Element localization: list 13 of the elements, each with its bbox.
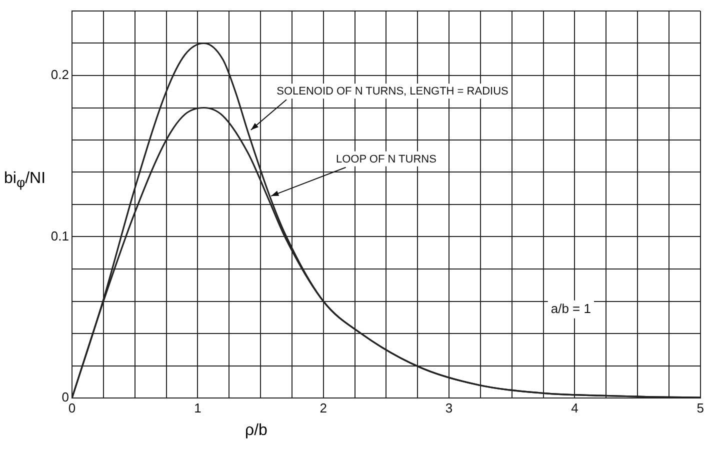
annotation: a/b = 1: [550, 300, 591, 316]
y-tick-label: 0.1: [50, 228, 69, 244]
x-tick-label: 4: [571, 400, 578, 416]
x-tick-label: 5: [696, 400, 704, 416]
y-axis-title: bi$_{φ}$/NI: [4, 170, 46, 190]
x-tick-label: 3: [445, 400, 453, 416]
x-axis-title: ρ/b: [245, 422, 268, 440]
y-tick-label: 0.2: [50, 67, 69, 82]
annotation: SOLENOID OF N TURNS, LENGTH = RADIUS: [276, 86, 508, 98]
x-tick-label: 1: [194, 400, 202, 416]
y-tick-label: 0: [62, 390, 69, 405]
annotation: LOOP OF N TURNS: [336, 153, 436, 166]
x-tick-label: 2: [320, 400, 327, 416]
